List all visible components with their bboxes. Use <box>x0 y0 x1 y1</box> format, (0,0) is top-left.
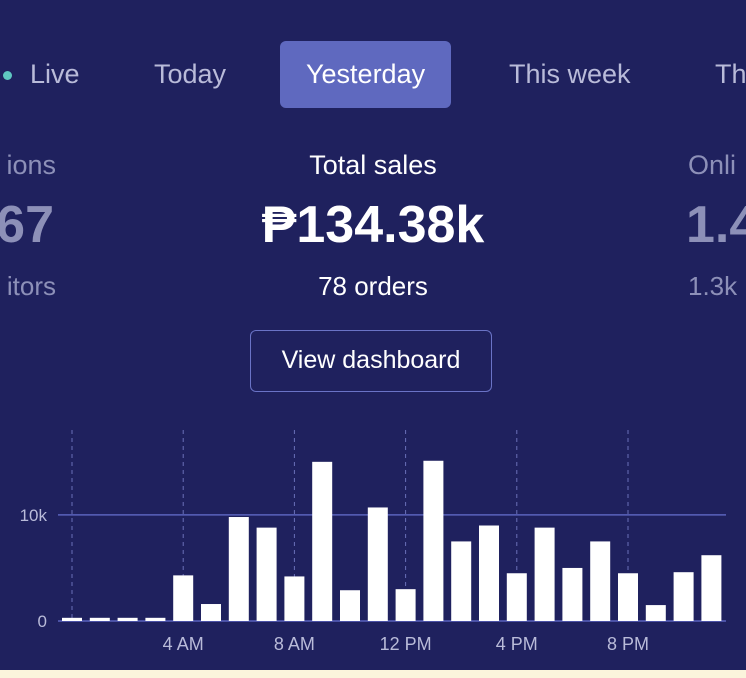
stat-label: Onli <box>688 150 737 180</box>
bar-11-am <box>367 507 388 621</box>
live-dot-icon <box>3 71 12 80</box>
y-tick-label: 0 <box>38 612 47 631</box>
bar-6-pm <box>562 567 583 621</box>
stat-sub: 1.3k <box>688 271 738 301</box>
bar-8-pm <box>618 573 638 621</box>
bar-8-am <box>284 576 305 621</box>
x-tick-label: 8 PM <box>607 634 649 654</box>
stat-value: 1.4 <box>686 196 746 254</box>
stat-value: 67 <box>0 196 54 254</box>
total-sales-value: ₱134.38k <box>261 196 485 254</box>
stat-sub: itors <box>6 271 56 301</box>
y-tick-label: 10k <box>20 506 48 525</box>
bar-7-pm <box>590 541 611 621</box>
footer-banner <box>0 670 746 678</box>
stat-label: ions <box>6 150 56 180</box>
bar-11-pm <box>701 555 722 621</box>
tab-this-week[interactable]: This week <box>509 59 631 89</box>
hourly-sales-chart: 0 10k 4 AM 8 AM 12 PM 4 PM 8 PM <box>20 430 726 654</box>
bar-5-am <box>201 604 221 621</box>
bar-2-pm <box>451 541 472 621</box>
bar-12-pm <box>395 589 416 621</box>
bar-10-am <box>340 590 360 621</box>
bar-2-am <box>117 617 138 621</box>
bar-1-pm <box>423 460 444 621</box>
bar-4-pm <box>506 573 527 621</box>
tab-this-month[interactable]: Th <box>715 59 746 89</box>
x-tick-label: 12 PM <box>380 634 432 654</box>
x-tick-label: 8 AM <box>274 634 315 654</box>
bar-4-am <box>173 575 194 621</box>
tab-yesterday[interactable]: Yesterday <box>280 41 452 108</box>
x-tick-label: 4 AM <box>163 634 204 654</box>
x-tick-label: 4 PM <box>496 634 538 654</box>
bar-3-pm <box>479 525 499 621</box>
bar-7-am <box>256 527 277 621</box>
bar-9-am <box>312 461 333 621</box>
bar-6-am <box>228 517 249 621</box>
bar-10-pm <box>673 572 694 621</box>
bar-9-pm <box>645 605 666 621</box>
tab-live[interactable]: Live <box>30 59 80 89</box>
bar-1-am <box>89 617 110 621</box>
date-range-tabs: Live Today Yesterday This week Th <box>0 41 746 108</box>
total-sales-label: Total sales <box>309 150 437 180</box>
tab-today[interactable]: Today <box>154 59 227 89</box>
orders-count: 78 orders <box>318 271 428 301</box>
bar-12-am <box>62 617 82 621</box>
bar-3-am <box>145 617 166 621</box>
bar-5-pm <box>534 527 555 621</box>
view-dashboard-button[interactable]: View dashboard <box>250 330 492 392</box>
